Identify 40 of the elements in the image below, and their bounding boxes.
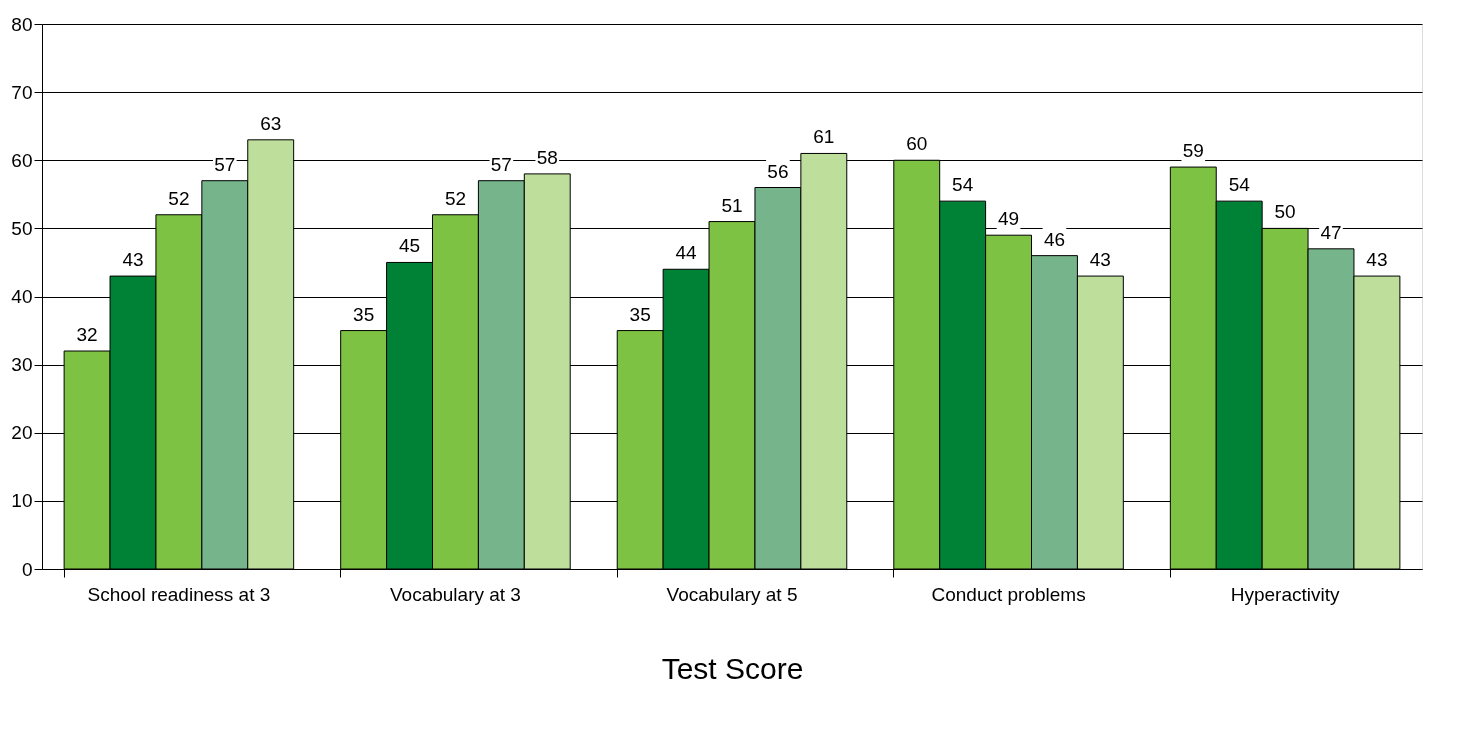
data-label: 43	[1089, 249, 1111, 271]
x-tick-label: Vocabulary at 5	[666, 583, 798, 605]
y-tick-label: 50	[11, 217, 33, 239]
y-tick-label: 10	[11, 490, 33, 512]
x-tick-label: School readiness at 3	[87, 583, 271, 605]
x-tick-label: Hyperactivity	[1230, 583, 1340, 605]
data-label: 47	[1320, 221, 1342, 243]
data-label: 63	[260, 112, 282, 134]
y-tick-label: 70	[11, 81, 33, 103]
data-label: 61	[813, 126, 835, 148]
y-tick-label: 80	[11, 13, 33, 35]
x-axis-title: Test Score	[661, 651, 804, 685]
data-label: 35	[629, 303, 651, 325]
y-tick-label: 60	[11, 149, 33, 171]
y-tick-label: 20	[11, 422, 33, 444]
data-label: 59	[1182, 140, 1204, 162]
data-label: 45	[398, 235, 421, 257]
data-label: 35	[353, 303, 375, 325]
y-tick-label: 40	[11, 286, 33, 307]
x-tick-label: Vocabulary at 3	[389, 583, 521, 605]
data-label: 58	[536, 146, 558, 168]
data-label: 50	[1274, 201, 1296, 223]
data-label: 46	[1043, 228, 1066, 250]
data-label: 51	[721, 194, 743, 216]
data-label: 56	[767, 160, 789, 182]
data-label: 52	[444, 187, 467, 209]
data-label: 44	[675, 242, 698, 264]
data-label: 32	[76, 324, 98, 345]
data-label: 52	[168, 187, 190, 209]
y-tick-label: 30	[11, 354, 33, 376]
data-label: 57	[490, 153, 512, 175]
data-label: 43	[122, 249, 144, 271]
data-label: 43	[1366, 249, 1388, 271]
data-label: 57	[214, 153, 236, 175]
data-label: 54	[1228, 174, 1251, 196]
data-label: 54	[952, 174, 974, 196]
y-tick-label: 0	[21, 558, 33, 580]
data-label: 60	[906, 133, 928, 155]
x-tick-label: Conduct problems	[931, 583, 1086, 605]
data-label: 49	[997, 208, 1020, 230]
